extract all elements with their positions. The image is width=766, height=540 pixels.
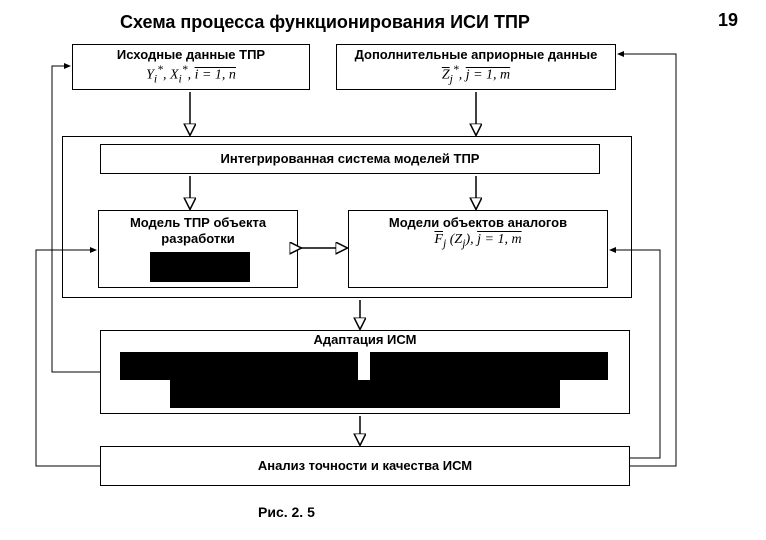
redacted-block — [370, 352, 608, 380]
node-apriori-data: Дополнительные априорные данные Zj*, j =… — [336, 44, 616, 90]
node-apriori-formula: Zj*, j = 1, m — [337, 63, 615, 87]
node-model-analogs-formula: Fj (Zj), j = 1, m — [349, 231, 607, 251]
figure-caption: Рис. 2. 5 — [258, 504, 315, 520]
redacted-block — [170, 380, 560, 408]
node-source-data: Исходные данные ТПР Yi*, Xi*, i = 1, n — [72, 44, 310, 90]
diagram-title: Схема процесса функционирования ИСИ ТПР — [120, 12, 530, 33]
node-ism-title: Интегрированная система моделей ТПР — [100, 144, 600, 174]
node-analysis: Анализ точности и качества ИСМ — [100, 446, 630, 486]
redacted-block — [150, 252, 250, 282]
page-number: 19 — [718, 10, 738, 31]
node-source-formula: Yi*, Xi*, i = 1, n — [73, 63, 309, 87]
node-apriori-label: Дополнительные априорные данные — [337, 47, 615, 63]
node-source-label: Исходные данные ТПР — [73, 47, 309, 63]
redacted-block — [120, 352, 358, 380]
node-model-object-label: Модель ТПР объекта разработки — [99, 215, 297, 248]
node-adapt-title: Адаптация ИСМ — [100, 332, 630, 347]
node-model-analogs-label: Модели объектов аналогов — [349, 215, 607, 231]
node-model-analogs: Модели объектов аналогов Fj (Zj), j = 1,… — [348, 210, 608, 288]
diagram-stage: Схема процесса функционирования ИСИ ТПР … — [0, 0, 766, 540]
